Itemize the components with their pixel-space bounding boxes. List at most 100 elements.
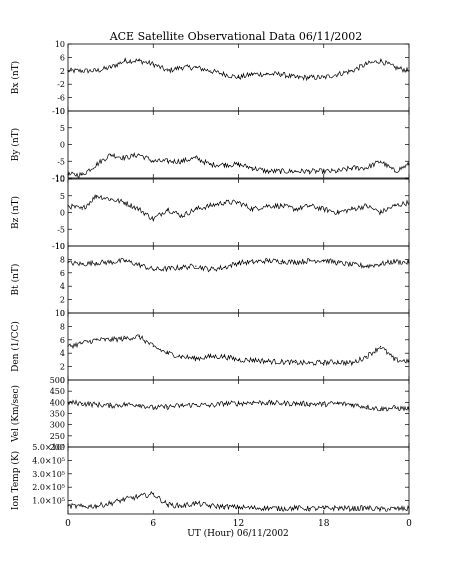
data-point xyxy=(294,507,296,509)
panel-frame xyxy=(67,312,410,381)
data-point xyxy=(181,355,183,358)
data-point xyxy=(209,505,211,507)
data-point xyxy=(323,403,325,405)
data-point xyxy=(323,76,325,79)
data-point xyxy=(124,201,126,204)
y-tick-label: 300 xyxy=(50,421,65,430)
data-point xyxy=(67,401,69,403)
data-point xyxy=(110,261,112,263)
data-point xyxy=(294,261,296,263)
data-point xyxy=(408,201,410,204)
data-point xyxy=(209,70,211,72)
data-point xyxy=(266,360,268,362)
data-point xyxy=(294,361,296,364)
data-point xyxy=(294,208,296,210)
data-point xyxy=(237,262,240,264)
panel-frame xyxy=(67,446,410,515)
data-point xyxy=(365,355,367,358)
data-point xyxy=(138,403,140,406)
series-line xyxy=(67,193,410,223)
data-point xyxy=(166,268,169,270)
data-point xyxy=(394,260,396,263)
data-point xyxy=(308,508,311,510)
data-point xyxy=(237,76,240,79)
y-tick-label: 2 xyxy=(60,363,65,372)
y-axis-label: Bz (nT) xyxy=(10,196,21,229)
y-tick-label: 10 xyxy=(55,175,65,184)
x-tick-label: 6 xyxy=(150,519,156,529)
data-point xyxy=(166,70,169,72)
data-point xyxy=(337,73,339,75)
data-point xyxy=(394,170,396,172)
data-point xyxy=(379,60,382,62)
data-point xyxy=(266,507,268,509)
y-axis-label: Ion Temp (K) xyxy=(10,451,21,510)
data-point xyxy=(266,260,268,262)
y-axis-label: Vel (Km/sec) xyxy=(10,385,21,443)
x-axis-label: UT (Hour) 06/11/2002 xyxy=(187,528,289,539)
y-tick-label: 5 xyxy=(60,124,65,133)
data-point xyxy=(337,361,339,363)
y-axis-label: By (nT) xyxy=(10,128,21,161)
data-point xyxy=(110,198,112,200)
data-point xyxy=(152,160,154,162)
y-tick-label: 2 xyxy=(60,67,65,76)
data-point xyxy=(181,215,183,217)
data-point xyxy=(67,70,69,72)
data-point xyxy=(166,208,169,210)
data-point xyxy=(95,262,98,264)
data-point xyxy=(237,164,240,166)
y-tick-label: 350 xyxy=(50,410,65,419)
data-point xyxy=(280,205,282,207)
data-point xyxy=(67,205,69,207)
y-tick-label: 6 xyxy=(60,269,65,278)
data-point xyxy=(223,73,225,75)
data-point xyxy=(152,407,154,409)
data-point xyxy=(67,345,69,348)
data-point xyxy=(351,208,353,210)
data-point xyxy=(379,211,382,214)
y-tick-label: 3.0×10⁵ xyxy=(32,470,65,479)
y-tick-label: 450 xyxy=(50,387,65,396)
y-tick-label: 10 xyxy=(55,309,65,318)
panel-frame xyxy=(67,379,410,448)
data-point xyxy=(365,265,367,267)
data-point xyxy=(166,504,169,506)
panel-frame xyxy=(67,110,410,179)
data-point xyxy=(223,402,225,405)
data-point xyxy=(195,208,197,210)
x-axis: 0 6 12 18 0 xyxy=(65,519,412,529)
data-point xyxy=(394,66,396,69)
data-point xyxy=(138,495,140,498)
data-point xyxy=(280,361,282,363)
data-point xyxy=(223,201,225,204)
y-tick-label: 8 xyxy=(60,322,65,331)
data-point xyxy=(308,76,311,79)
data-point xyxy=(81,70,83,72)
data-point xyxy=(408,70,410,72)
panel-frame xyxy=(67,178,410,247)
data-point xyxy=(252,507,254,509)
data-point xyxy=(280,508,282,510)
data-point xyxy=(124,498,126,500)
data-point xyxy=(365,63,367,65)
data-point xyxy=(110,66,112,69)
data-point xyxy=(81,208,83,210)
y-tick-label: 0 xyxy=(60,376,65,385)
data-point xyxy=(308,170,311,172)
data-point xyxy=(195,357,197,360)
data-point xyxy=(181,405,183,407)
data-point xyxy=(67,174,69,176)
data-point xyxy=(323,361,325,364)
data-point xyxy=(252,167,254,169)
data-point xyxy=(294,170,296,172)
y-tick-label: 6 xyxy=(60,336,65,345)
data-point xyxy=(351,362,353,364)
data-point xyxy=(351,70,353,72)
data-point xyxy=(365,507,367,509)
data-point xyxy=(223,355,225,358)
data-point xyxy=(95,70,98,72)
data-point xyxy=(152,493,154,495)
data-point xyxy=(365,167,367,169)
